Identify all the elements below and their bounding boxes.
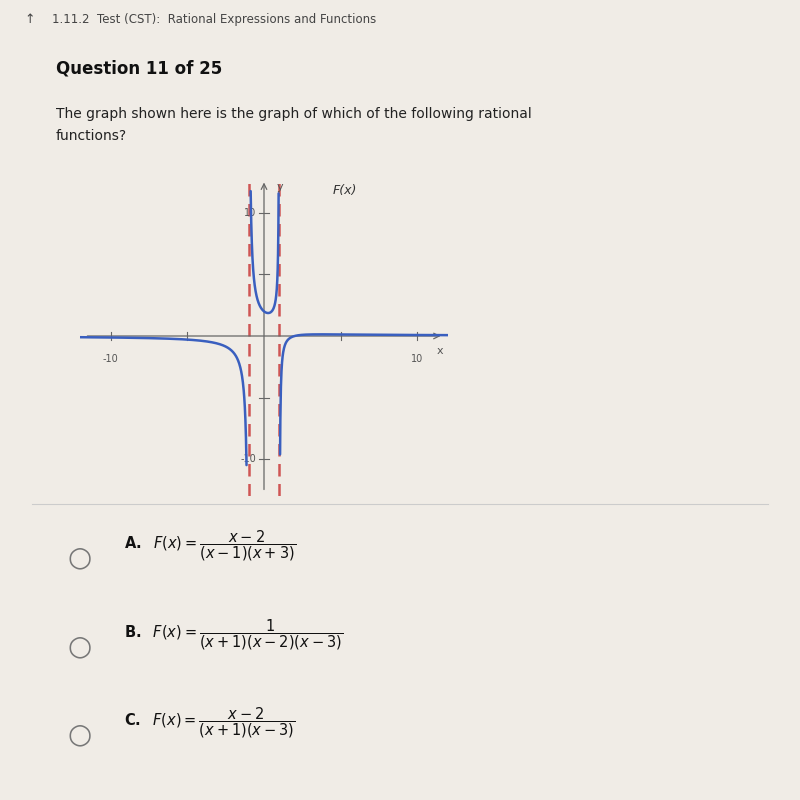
Text: -10: -10 <box>102 354 118 365</box>
Text: 10: 10 <box>244 208 256 218</box>
Text: $\mathbf{B.}$  $F(x) = \dfrac{1}{(x+1)(x-2)(x-3)}$: $\mathbf{B.}$ $F(x) = \dfrac{1}{(x+1)(x-… <box>124 617 343 651</box>
Text: The graph shown here is the graph of which of the following rational
functions?: The graph shown here is the graph of whi… <box>56 107 532 143</box>
Text: ↑: ↑ <box>24 14 34 26</box>
Text: ○: ○ <box>68 721 92 749</box>
Text: F(x): F(x) <box>333 185 358 198</box>
Text: 10: 10 <box>411 354 423 365</box>
Text: y: y <box>276 182 283 192</box>
Text: ○: ○ <box>68 543 92 571</box>
Text: $\mathbf{C.}$  $F(x) = \dfrac{x-2}{(x+1)(x-3)}$: $\mathbf{C.}$ $F(x) = \dfrac{x-2}{(x+1)(… <box>124 706 295 740</box>
Text: 1.11.2  Test (CST):  Rational Expressions and Functions: 1.11.2 Test (CST): Rational Expressions … <box>52 14 376 26</box>
Text: x: x <box>437 346 444 357</box>
Text: -10: -10 <box>241 454 256 464</box>
Text: ○: ○ <box>68 632 92 660</box>
Text: $\mathbf{A.}$  $F(x) = \dfrac{x-2}{(x-1)(x+3)}$: $\mathbf{A.}$ $F(x) = \dfrac{x-2}{(x-1)(… <box>124 528 296 562</box>
Text: Question 11 of 25: Question 11 of 25 <box>56 60 222 78</box>
